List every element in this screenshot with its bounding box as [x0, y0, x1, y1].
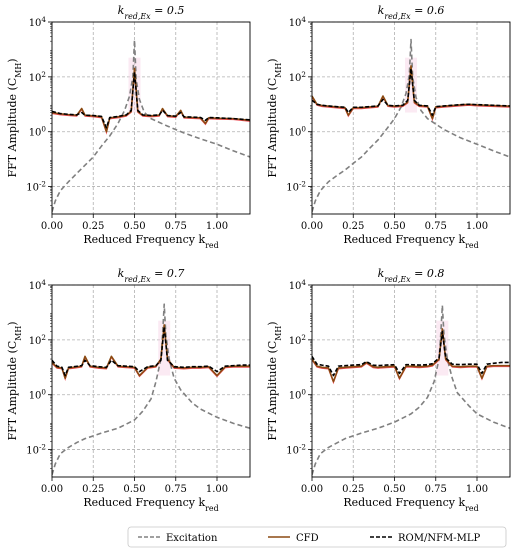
- x-tick-label: 0.75: [425, 221, 447, 232]
- legend-label: ROM/NFM-MLP: [398, 533, 481, 544]
- y-tick-label: 102​: [29, 332, 46, 347]
- x-tick-label: 0.00: [301, 484, 323, 495]
- uncertainty-band: [128, 57, 141, 113]
- y-tick-label: 10-2​: [26, 179, 46, 194]
- series-line-rom-nfm-mlp: [312, 330, 510, 377]
- y-tick-label: 104​: [289, 15, 307, 30]
- x-tick-label: 0.50: [383, 484, 405, 495]
- legend: Excitation CFD ROM/NFM-MLP: [127, 526, 507, 548]
- chart-title: kred,Ex​ = 0.5: [118, 4, 185, 21]
- chart-title: kred,Ex​ = 0.6: [378, 4, 445, 21]
- y-tick-label: 104​: [29, 278, 47, 293]
- x-tick-label: 0.00: [301, 221, 323, 232]
- series-line-cfd: [312, 328, 510, 383]
- x-axis-label: Reduced Frequency kred​: [83, 233, 218, 250]
- x-tick-label: 1.00: [466, 221, 488, 232]
- chart-panel-2: 0.00 0.25 0.50 0.75 1.00 10-2​ 100​ 102​ 104​ kre…: [266, 4, 511, 250]
- y-tick-label: 10-2​: [286, 442, 306, 457]
- y-axis-label: FFT Amplitude (CMH​): [266, 58, 283, 177]
- y-axis-label: FFT Amplitude (CMH​): [6, 321, 23, 440]
- series-line-rom-nfm-mlp: [312, 67, 510, 116]
- x-tick-label: 0.75: [425, 484, 447, 495]
- uncertainty-band: [158, 320, 171, 376]
- axes-frame: [51, 284, 251, 478]
- axes-frame: [311, 284, 511, 478]
- y-axis-label: FFT Amplitude (CMH​): [266, 321, 283, 440]
- legend-label: CFD: [296, 533, 319, 544]
- series-line-cfd: [52, 324, 250, 379]
- legend-box: [127, 526, 507, 548]
- x-tick-label: 0.75: [165, 484, 187, 495]
- x-tick-label: 1.00: [206, 221, 228, 232]
- y-tick-label: 100​: [29, 387, 47, 402]
- uncertainty-band: [436, 320, 449, 376]
- y-axis-label: FFT Amplitude (CMH​): [6, 58, 23, 177]
- x-tick-label: 0.50: [123, 484, 145, 495]
- chart-panel-3: 0.00 0.25 0.50 0.75 1.00 10-2​ 100​ 102​ 104​ kre…: [6, 267, 251, 513]
- chart-panel-1: 0.00 0.25 0.50 0.75 1.00 10-2​ 100​ 102​ 104​ kre…: [6, 4, 251, 250]
- x-tick-label: 0.25: [342, 221, 364, 232]
- chart-panel-4: 0.00 0.25 0.50 0.75 1.00 10-2​ 100​ 102​ 104​ kre…: [266, 267, 511, 513]
- x-axis-label: Reduced Frequency kred​: [343, 496, 478, 513]
- y-tick-label: 100​: [289, 387, 307, 402]
- y-tick-label: 100​: [289, 124, 307, 139]
- y-tick-label: 104​: [29, 15, 47, 30]
- y-tick-label: 102​: [289, 69, 306, 84]
- y-tick-label: 10-2​: [286, 179, 306, 194]
- x-axis-label: Reduced Frequency kred​: [83, 496, 218, 513]
- x-tick-label: 0.25: [342, 484, 364, 495]
- y-tick-label: 102​: [29, 69, 46, 84]
- series-line-excitation: [312, 304, 510, 476]
- x-tick-label: 0.25: [82, 221, 104, 232]
- x-tick-label: 0.50: [383, 221, 405, 232]
- series-line-rom-nfm-mlp: [52, 71, 250, 129]
- y-tick-label: 10-2​: [26, 442, 46, 457]
- chart-title: kred,Ex​ = 0.8: [378, 267, 445, 284]
- x-tick-label: 0.00: [41, 221, 63, 232]
- chart-title: kred,Ex​ = 0.7: [118, 267, 185, 284]
- x-tick-label: 0.25: [82, 484, 104, 495]
- y-tick-label: 100​: [29, 124, 47, 139]
- series-line-excitation: [52, 39, 250, 213]
- x-tick-label: 1.00: [466, 484, 488, 495]
- series-line-red-trace: [312, 329, 510, 385]
- x-tick-label: 1.00: [206, 484, 228, 495]
- x-tick-label: 0.50: [123, 221, 145, 232]
- series-line-red-trace: [312, 66, 510, 122]
- series-line-excitation: [52, 303, 250, 476]
- series-line-red-trace: [52, 69, 250, 135]
- y-tick-label: 102​: [289, 332, 306, 347]
- legend-label: Excitation: [166, 533, 218, 544]
- axes-frame: [51, 21, 251, 215]
- series-line-cfd: [52, 67, 250, 133]
- x-axis-label: Reduced Frequency kred​: [343, 233, 478, 250]
- axes-frame: [311, 21, 511, 215]
- x-tick-label: 0.75: [165, 221, 187, 232]
- y-tick-label: 104​: [289, 278, 307, 293]
- series-line-rom-nfm-mlp: [52, 325, 250, 377]
- x-tick-label: 0.00: [41, 484, 63, 495]
